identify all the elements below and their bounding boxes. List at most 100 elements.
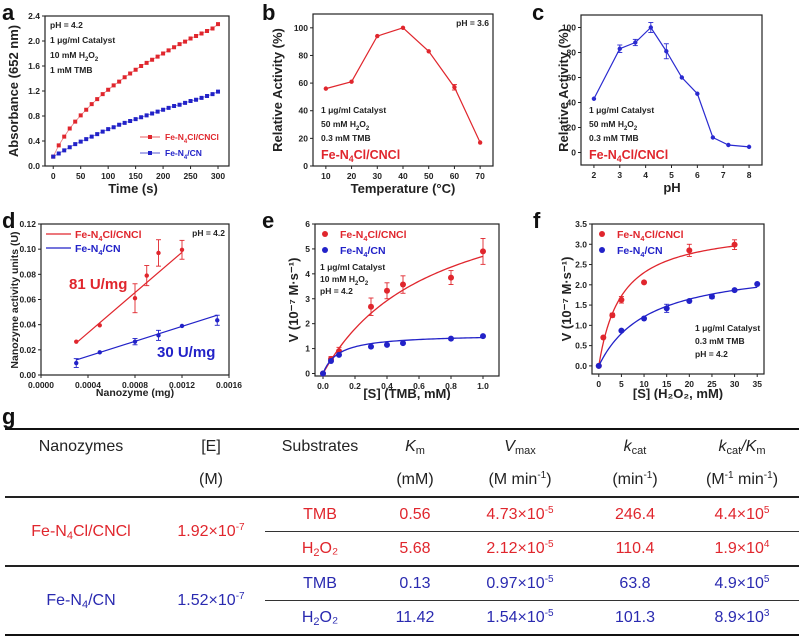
unit-e: (M) [199, 470, 223, 488]
x-tick-label: 5 [669, 170, 674, 180]
condition-annotation: 1 μg/ml Catalyst [321, 105, 386, 115]
nanozyme-name: Fe-N4Cl/CNCl [31, 522, 131, 542]
data-point [161, 107, 166, 112]
y-tick-label: 2.0 [575, 280, 587, 290]
y-axis-title: Relative Activity (%) [270, 28, 285, 152]
data-point [62, 148, 67, 153]
y-tick-label: 2.4 [28, 11, 40, 21]
x-tick-label: 20 [347, 171, 357, 181]
series-line [53, 91, 219, 157]
data-point [56, 143, 61, 148]
x-tick-label: 2 [592, 170, 597, 180]
km-value: 0.13 [399, 574, 431, 592]
condition-annotation: 50 mM H2​O2​ [321, 119, 370, 132]
data-point [183, 39, 188, 44]
y-tick-label: 80 [567, 48, 577, 58]
y-tick-label: 0.0 [28, 161, 40, 171]
condition-annotation: 1 μg/ml Catalyst [589, 105, 654, 115]
vmax-value: 2.12×10-5 [455, 531, 585, 566]
unit-vmax: (M min-1) [488, 469, 552, 488]
x-tick-label: 8 [747, 170, 752, 180]
x-tick-label: 0.8 [445, 381, 457, 391]
catalyst-label: Fe-N4​Cl/CNCl [321, 148, 400, 164]
y-tick-label: 40 [567, 98, 577, 108]
legend-label: Fe-N4​Cl/CNCl [165, 132, 219, 145]
data-point [156, 250, 161, 256]
y-tick-label: 0 [303, 161, 308, 171]
y-tick-label: 0.02 [19, 345, 36, 355]
legend-marker [599, 247, 605, 253]
km-value: 11.42 [375, 600, 455, 635]
data-point [199, 31, 204, 36]
data-point [452, 85, 457, 90]
data-point [349, 79, 354, 84]
data-point [117, 122, 122, 127]
data-point [97, 350, 102, 355]
data-point [155, 109, 160, 114]
y-tick-label: 3.0 [575, 239, 587, 249]
chart-panel-b: b 10 20 30 40 50 60 70 0 20 40 60 80 100 Temperature (… [262, 0, 494, 196]
x-tick-label: 25 [707, 379, 717, 389]
data-point [73, 119, 78, 124]
data-point [150, 57, 155, 62]
x-tick-label: 200 [156, 171, 170, 181]
panel-label-g: g [2, 404, 16, 429]
enzyme-concentration: 1.52×10-7 [177, 590, 245, 609]
y-tick-label: 2.0 [28, 36, 40, 46]
x-tick-label: 300 [211, 171, 225, 181]
x-tick-label: 0.0004 [75, 380, 101, 390]
data-point [155, 54, 160, 59]
x-axis-title: pH [663, 180, 680, 195]
x-tick-label: 35 [752, 379, 762, 389]
x-tick-label: 150 [129, 171, 143, 181]
data-point [150, 111, 155, 116]
y-axis-title: Absorbance (652 nm) [6, 25, 21, 157]
header-nanozymes: Nanozymes [38, 437, 124, 455]
data-point [648, 25, 654, 30]
slope-label-blue: 30 U/mg [157, 344, 215, 361]
data-point [710, 135, 716, 140]
data-point [78, 139, 83, 144]
enzyme-concentration: 1.92×10-7 [177, 521, 245, 540]
x-axis-title: Temperature (°C) [351, 181, 456, 196]
condition-annotation: 0.3 mM TMB [589, 133, 639, 143]
kcat-km-value: 4.9×105 [714, 573, 770, 592]
data-point [731, 287, 738, 294]
data-point [618, 327, 625, 334]
data-point [600, 334, 607, 341]
condition-annotation: 1 μg/ml Catalyst [695, 323, 760, 333]
data-point [89, 134, 94, 139]
y-tick-label: 0.10 [19, 244, 36, 254]
y-tick-label: 3.5 [575, 219, 587, 229]
y-tick-label: 0 [305, 369, 310, 379]
data-point [726, 142, 731, 148]
y-tick-label: 20 [567, 123, 577, 133]
vmax-value: 1.54×10-5 [455, 600, 585, 635]
substrate: TMB [303, 505, 337, 523]
data-point [100, 92, 105, 97]
data-point [426, 49, 431, 54]
data-point [156, 333, 161, 338]
table-row: H2O₂ 5.68 2.12×10-5 110.4 1.9×104 [5, 531, 799, 566]
data-point [95, 132, 100, 137]
y-tick-label: 2.5 [575, 260, 587, 270]
kcat-value: 110.4 [585, 531, 685, 566]
michaelis-menten-fit-curve [598, 286, 758, 367]
data-point [695, 91, 700, 96]
plot-frame [312, 13, 494, 167]
series-fe-n4cl-cncl [74, 239, 185, 344]
x-axis-title: [S] (TMB, mM) [363, 386, 450, 400]
figure-panels-a-to-f: a0 50 100 150 200 250 3000.00.40.81.21.62.02.4… [2, 0, 765, 400]
data-point [216, 89, 221, 94]
table-row: Fe-N4/CN 1.52×10-7 TMB 0.13 0.97×10-5 63… [5, 566, 799, 610]
data-point [664, 49, 669, 54]
x-tick-label: 10 [639, 379, 649, 389]
data-point [754, 281, 761, 287]
data-point [663, 305, 670, 312]
data-point [384, 287, 390, 294]
table-row: H2O₂ 11.42 1.54×10-5 101.3 8.9×103 [5, 600, 799, 635]
data-point [215, 318, 220, 323]
y-tick-label: 60 [567, 73, 577, 83]
data-point [67, 126, 72, 131]
